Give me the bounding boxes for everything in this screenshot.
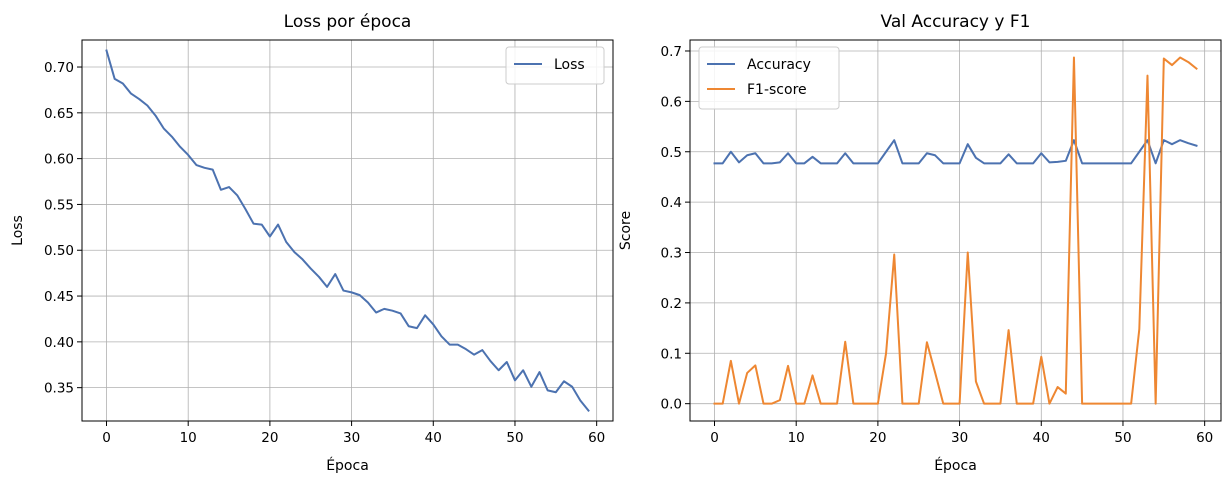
x-tick-label: 10 bbox=[788, 430, 805, 446]
y-tick-label: 0.35 bbox=[44, 381, 74, 397]
y-tick-label: 0.1 bbox=[661, 346, 682, 362]
y-tick-label: 0.65 bbox=[44, 106, 74, 122]
y-tick-label: 0.50 bbox=[44, 243, 74, 259]
x-tick-label: 60 bbox=[588, 430, 605, 446]
x-tick-label: 50 bbox=[506, 430, 523, 446]
y-tick-label: 0.4 bbox=[661, 195, 682, 211]
x-tick-label: 0 bbox=[710, 430, 719, 446]
legend-box bbox=[505, 46, 605, 85]
series-line-accuracy bbox=[713, 139, 1198, 165]
y-tick-label: 0.5 bbox=[661, 145, 682, 161]
y-tick-label: 0.7 bbox=[661, 44, 682, 60]
x-tick-label: 40 bbox=[425, 430, 442, 446]
y-tick-label: 0.2 bbox=[661, 296, 682, 312]
loss-chart: 0 10 20 30 40 50 60 0.35 0.40 0.45 0.50 0.55 0.60 0.6… bbox=[10, 12, 614, 474]
x-tick-label: 60 bbox=[1196, 430, 1213, 446]
legend: Loss bbox=[505, 46, 605, 85]
legend-box bbox=[698, 46, 840, 110]
x-tick-label: 50 bbox=[1114, 430, 1131, 446]
x-tick-label: 30 bbox=[951, 430, 968, 446]
x-axis-label: Época bbox=[934, 457, 977, 474]
x-tick-label: 10 bbox=[180, 430, 197, 446]
x-tick-label: 20 bbox=[869, 430, 886, 446]
y-tick-label: 0.55 bbox=[44, 197, 74, 213]
x-tick-label: 0 bbox=[102, 430, 111, 446]
x-axis-label: Época bbox=[326, 457, 369, 474]
legend: Accuracy F1-score bbox=[698, 46, 840, 110]
y-axis-label: Loss bbox=[10, 215, 26, 246]
chart-title: Val Accuracy y F1 bbox=[881, 12, 1031, 32]
series-line-loss bbox=[105, 49, 590, 412]
axes-frame bbox=[81, 39, 614, 422]
val-accuracy-f1-chart: 0 10 20 30 40 50 60 0.0 0.1 0.2 0.3 0.4 0.5 0.6 0.7 Val… bbox=[618, 12, 1222, 474]
y-tick-label: 0.6 bbox=[661, 94, 682, 110]
x-tick-label: 30 bbox=[343, 430, 360, 446]
legend-label: F1-score bbox=[747, 82, 807, 98]
x-tick-label: 40 bbox=[1033, 430, 1050, 446]
legend-label: Accuracy bbox=[747, 57, 811, 73]
axes-frame bbox=[689, 39, 1222, 422]
y-axis-label: Score bbox=[618, 211, 634, 250]
y-tick-label: 0.40 bbox=[44, 335, 74, 351]
y-tick-label: 0.0 bbox=[661, 397, 682, 413]
y-tick-label: 0.3 bbox=[661, 246, 682, 262]
x-tick-label: 20 bbox=[261, 430, 278, 446]
chart-title: Loss por época bbox=[284, 12, 412, 32]
series-line-f1-score bbox=[713, 56, 1198, 405]
legend-label: Loss bbox=[554, 57, 585, 73]
y-tick-label: 0.45 bbox=[44, 289, 74, 305]
y-tick-label: 0.60 bbox=[44, 152, 74, 168]
y-tick-label: 0.70 bbox=[44, 60, 74, 76]
